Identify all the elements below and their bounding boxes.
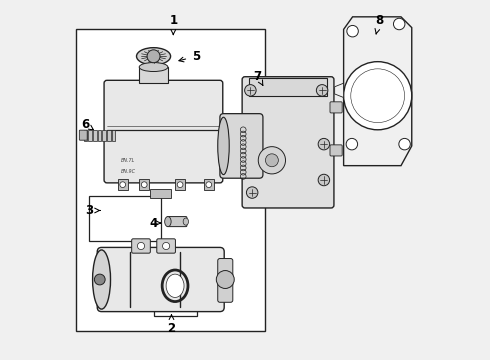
Bar (220, 137, 232, 151)
Bar (153, 264, 196, 316)
Text: 8: 8 (375, 14, 384, 34)
Text: 6: 6 (81, 118, 94, 131)
Circle shape (147, 50, 160, 63)
Bar (88, 130, 92, 140)
Circle shape (318, 138, 330, 150)
Circle shape (346, 138, 358, 150)
Circle shape (393, 18, 405, 30)
FancyBboxPatch shape (104, 80, 223, 183)
Ellipse shape (93, 250, 111, 309)
Circle shape (120, 182, 125, 188)
Text: 7: 7 (253, 69, 263, 85)
Ellipse shape (166, 274, 184, 297)
Bar (139, 67, 168, 83)
Bar (139, 179, 149, 190)
Bar (204, 179, 214, 190)
Polygon shape (335, 83, 343, 98)
FancyBboxPatch shape (132, 239, 150, 253)
Ellipse shape (137, 48, 171, 65)
FancyBboxPatch shape (330, 102, 342, 113)
Circle shape (177, 182, 183, 188)
Circle shape (206, 182, 212, 188)
Ellipse shape (165, 217, 171, 226)
Bar (150, 189, 172, 198)
Bar (112, 130, 115, 140)
Text: BN.7L: BN.7L (122, 158, 136, 163)
Bar (107, 130, 111, 140)
FancyBboxPatch shape (97, 247, 224, 312)
Circle shape (246, 187, 258, 198)
Text: 3: 3 (85, 204, 100, 217)
Ellipse shape (183, 218, 189, 225)
Text: BN.9C: BN.9C (122, 169, 136, 174)
Circle shape (317, 85, 328, 96)
Circle shape (245, 85, 256, 96)
Circle shape (258, 147, 286, 174)
Ellipse shape (218, 117, 229, 175)
Circle shape (399, 138, 410, 150)
FancyBboxPatch shape (242, 77, 334, 208)
Bar (248, 78, 327, 96)
Text: 2: 2 (168, 315, 175, 335)
FancyBboxPatch shape (330, 145, 342, 156)
Bar (76, 30, 265, 330)
FancyBboxPatch shape (220, 114, 263, 178)
Circle shape (216, 271, 234, 288)
Circle shape (163, 242, 170, 249)
Circle shape (318, 174, 330, 186)
Text: 4: 4 (149, 216, 161, 230)
Polygon shape (343, 17, 412, 166)
Bar (118, 179, 128, 190)
Bar (89, 196, 161, 241)
Bar (84, 130, 87, 140)
FancyBboxPatch shape (157, 239, 175, 253)
FancyBboxPatch shape (218, 258, 233, 302)
Circle shape (95, 274, 105, 285)
Circle shape (137, 242, 145, 249)
FancyBboxPatch shape (79, 130, 87, 140)
FancyBboxPatch shape (167, 217, 187, 226)
Bar (93, 130, 97, 140)
Circle shape (343, 62, 412, 130)
Circle shape (347, 26, 358, 37)
Bar (102, 130, 106, 140)
Text: 5: 5 (179, 50, 201, 63)
Bar (175, 179, 185, 190)
Bar (98, 130, 101, 140)
Circle shape (266, 154, 278, 167)
Text: 1: 1 (169, 14, 177, 35)
Circle shape (141, 182, 147, 188)
Ellipse shape (139, 63, 168, 72)
Circle shape (351, 69, 405, 123)
